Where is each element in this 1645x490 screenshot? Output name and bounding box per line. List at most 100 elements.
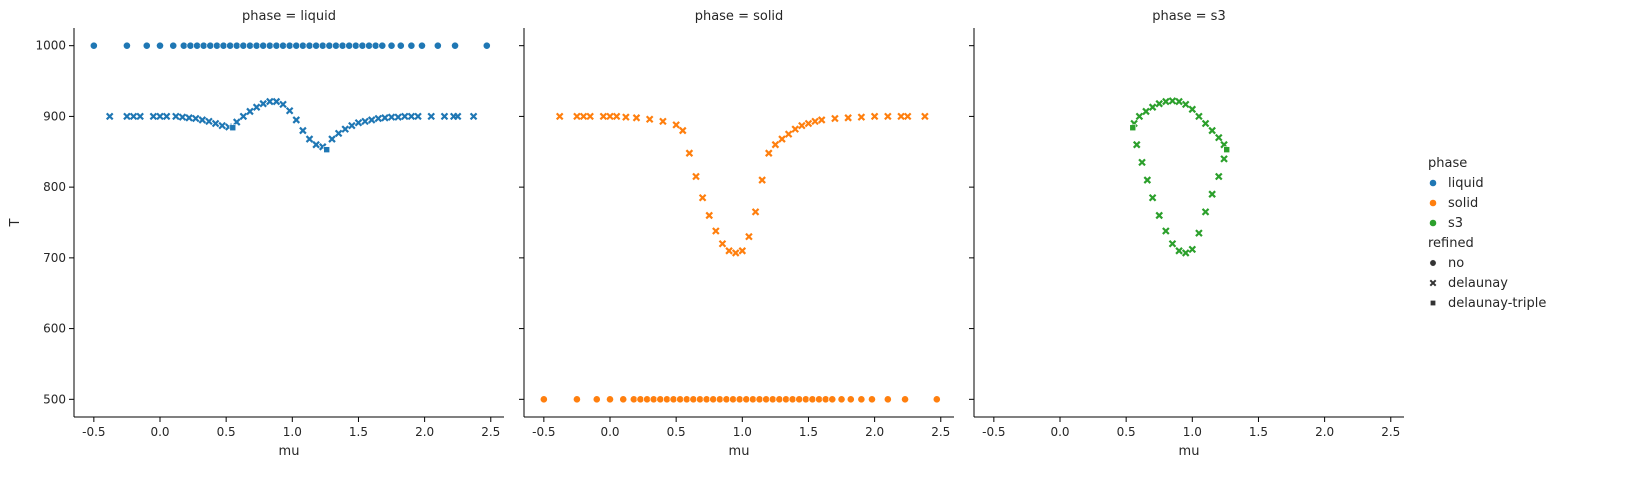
- legend-marker: [1429, 279, 1437, 287]
- legend-marker: [1429, 179, 1437, 187]
- data-point: [903, 112, 912, 121]
- data-point: [696, 395, 704, 404]
- data-point: [692, 172, 700, 181]
- data-point: [193, 41, 201, 50]
- data-point: [712, 227, 720, 235]
- data-point: [579, 112, 588, 121]
- data-point: [427, 112, 436, 121]
- data-point: [676, 395, 685, 404]
- x-tick-label: 2.0: [1315, 425, 1334, 439]
- panel-title: phase = solid: [695, 9, 784, 24]
- data-point: [897, 112, 905, 121]
- data-point: [539, 395, 548, 404]
- data-point: [798, 121, 806, 130]
- data-point: [400, 112, 409, 121]
- data-point: [1155, 211, 1164, 220]
- data-point: [205, 117, 213, 126]
- legend-item-label: no: [1448, 256, 1464, 271]
- data-point: [656, 395, 665, 404]
- data-point: [672, 121, 680, 129]
- data-point: [758, 176, 766, 184]
- data-point: [844, 114, 852, 122]
- data-point: [332, 41, 340, 50]
- data-point: [722, 395, 731, 404]
- data-point: [433, 41, 442, 50]
- data-point: [884, 112, 892, 121]
- data-point: [868, 395, 876, 404]
- data-point: [649, 395, 658, 404]
- data-point: [1195, 229, 1203, 237]
- data-point: [821, 395, 830, 404]
- data-point: [870, 112, 879, 121]
- data-point: [212, 41, 221, 50]
- data-point: [354, 118, 363, 127]
- data-point: [804, 119, 813, 128]
- data-point: [702, 395, 711, 404]
- data-point: [418, 41, 426, 50]
- x-tick-label: 1.5: [349, 425, 368, 439]
- data-point: [453, 112, 462, 121]
- panel-title: phase = liquid: [242, 9, 336, 24]
- data-point: [659, 117, 667, 126]
- x-tick-label: 0.5: [667, 425, 686, 439]
- data-point: [371, 41, 380, 50]
- data-point: [1181, 100, 1190, 109]
- data-point: [206, 41, 215, 50]
- series-liquid-no: [89, 41, 491, 50]
- data-point: [731, 249, 740, 257]
- data-point: [232, 41, 241, 50]
- x-tick-label: 2.5: [1381, 425, 1400, 439]
- data-point: [764, 149, 773, 157]
- data-point: [828, 395, 837, 404]
- data-point: [735, 395, 744, 404]
- data-point: [636, 395, 645, 404]
- y-tick-label: 900: [43, 109, 66, 123]
- data-point: [272, 41, 281, 50]
- data-point: [1201, 208, 1210, 216]
- data-point: [795, 395, 804, 404]
- data-point: [156, 41, 164, 50]
- data-point: [323, 146, 331, 153]
- x-tick-label: 0.5: [1117, 425, 1136, 439]
- data-point: [407, 112, 416, 121]
- data-point: [246, 41, 254, 50]
- data-point: [715, 395, 724, 404]
- data-point: [555, 112, 564, 121]
- data-point: [345, 41, 354, 50]
- legend-item-label: delaunay-triple: [1448, 296, 1546, 311]
- data-point: [1155, 99, 1164, 108]
- data-point: [791, 125, 800, 133]
- data-point: [689, 395, 698, 404]
- data-point: [645, 115, 654, 124]
- data-point: [1129, 124, 1137, 132]
- data-point: [136, 112, 144, 121]
- data-point: [239, 112, 248, 121]
- data-point: [592, 395, 601, 404]
- data-point: [622, 113, 630, 121]
- data-point: [312, 140, 320, 149]
- data-point: [396, 41, 405, 50]
- data-point: [857, 395, 866, 404]
- data-point: [857, 113, 866, 121]
- legend-item-label: s3: [1448, 216, 1463, 231]
- data-point: [817, 116, 826, 124]
- data-point: [265, 41, 274, 50]
- data-point: [788, 395, 797, 404]
- data-point: [325, 41, 334, 50]
- data-point: [89, 41, 98, 50]
- data-point: [1148, 193, 1157, 202]
- data-point: [285, 41, 294, 50]
- legend-marker: [1429, 219, 1437, 227]
- data-point: [1214, 172, 1223, 181]
- data-point: [451, 41, 459, 50]
- data-point: [612, 112, 621, 121]
- data-point: [338, 41, 347, 50]
- x-tick-label: -0.5: [82, 425, 105, 439]
- data-point: [709, 395, 718, 404]
- data-point: [229, 124, 237, 132]
- data-point: [745, 232, 753, 241]
- series-solid-no: [539, 395, 941, 404]
- data-point: [1162, 97, 1170, 106]
- data-point: [469, 112, 478, 121]
- data-point: [1195, 112, 1203, 121]
